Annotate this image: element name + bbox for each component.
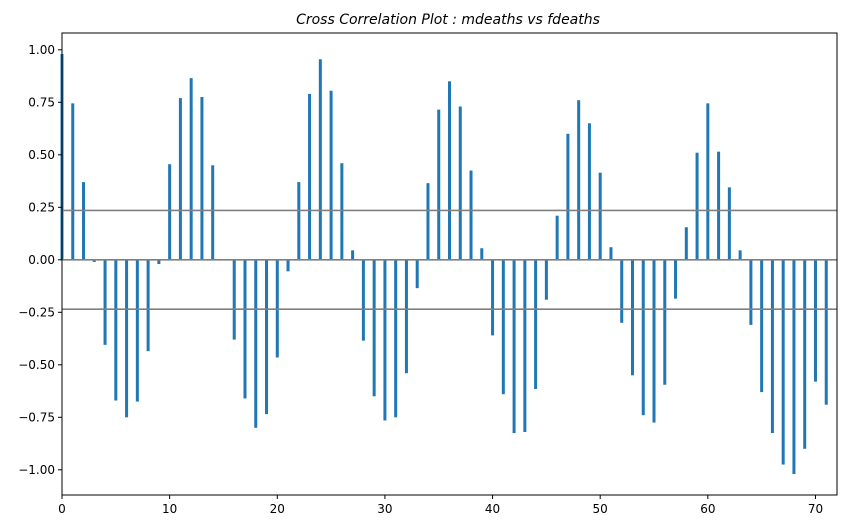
- y-tick-label: −0.75: [18, 410, 55, 424]
- bar-lag-70: [813, 259, 817, 382]
- bar-lag-58: [684, 227, 688, 260]
- bar-lag-52: [620, 259, 624, 323]
- bar-lag-61: [717, 151, 721, 260]
- bar-lag-71: [824, 259, 828, 405]
- confidence-lines-group: [62, 209, 837, 310]
- y-tick-label: −1.00: [18, 463, 55, 477]
- bar-lag-48: [577, 100, 581, 260]
- x-tick-label: 20: [270, 502, 285, 516]
- bar-lag-29: [372, 259, 376, 397]
- bar-lag-45: [544, 259, 548, 300]
- y-axis: 1.00 0.75 0.50 0.25 0.00 −0.25 −0.50 −0.75 −1.00: [18, 43, 62, 477]
- bar-lag-19: [265, 259, 269, 415]
- bar-lag-7: [135, 259, 139, 402]
- y-tick-label: 0.50: [28, 148, 55, 162]
- bar-lag-9: [157, 259, 161, 264]
- x-tick-label: 10: [162, 502, 177, 516]
- bar-lag-14: [211, 165, 215, 260]
- bar-lag-50: [598, 172, 602, 260]
- bar-lag-69: [803, 259, 807, 449]
- x-tick-label: 70: [808, 502, 823, 516]
- bar-lag-40: [491, 259, 495, 336]
- bar-lag-66: [770, 259, 774, 434]
- bar-lag-42: [512, 259, 516, 434]
- bar-lag-3: [92, 259, 96, 262]
- bar-lag-25: [329, 90, 333, 260]
- bars-group: [60, 54, 828, 474]
- bar-lag-49: [587, 123, 591, 260]
- bar-lag-64: [749, 259, 753, 325]
- bar-lag-38: [469, 170, 473, 260]
- bar-lag-6: [125, 259, 129, 418]
- plot-frame: [61, 32, 838, 496]
- bar-lag-34: [426, 183, 430, 260]
- bar-lag-41: [501, 259, 505, 395]
- bar-lag-16: [232, 259, 236, 340]
- bar-lag-28: [361, 259, 365, 341]
- bar-lag-36: [448, 81, 451, 260]
- y-tick-label: 0.00: [28, 253, 55, 267]
- bar-lag-63: [738, 250, 742, 260]
- bar-lag-32: [404, 259, 408, 374]
- bar-lag-51: [609, 247, 613, 260]
- bar-lag-35: [437, 109, 441, 260]
- bar-lag-23: [308, 93, 312, 260]
- bar-lag-37: [458, 106, 462, 260]
- bar-lag-22: [297, 182, 301, 260]
- bar-lag-31: [394, 259, 398, 418]
- bar-lag-43: [523, 259, 527, 432]
- bar-lag-67: [781, 259, 785, 465]
- y-tick-label: −0.50: [18, 358, 55, 372]
- bar-lag-68: [792, 259, 796, 474]
- bar-lag-5: [114, 259, 118, 401]
- bar-lag-59: [695, 152, 699, 260]
- chart-title: Cross Correlation Plot : mdeaths vs fdea…: [296, 12, 600, 28]
- bar-lag-54: [641, 259, 645, 416]
- bar-lag-57: [674, 259, 678, 299]
- bar-lag-44: [534, 259, 538, 389]
- bar-lag-21: [286, 259, 290, 272]
- bar-lag-65: [760, 259, 764, 393]
- bar-lag-18: [254, 259, 258, 428]
- x-axis: 0 10 20 30 40 50 60 70: [58, 495, 823, 516]
- bar-lag-27: [351, 250, 355, 260]
- bar-lag-55: [652, 259, 656, 423]
- y-tick-label: 1.00: [28, 43, 55, 57]
- bar-lag-10: [168, 164, 172, 260]
- x-tick-label: 30: [377, 502, 392, 516]
- x-tick-label: 40: [485, 502, 500, 516]
- y-tick-label: 0.75: [28, 95, 55, 109]
- bar-lag-39: [480, 248, 484, 260]
- bar-lag-24: [318, 59, 322, 260]
- bar-lag-62: [727, 187, 731, 260]
- bar-lag-13: [200, 97, 204, 260]
- bar-lag-17: [243, 259, 247, 399]
- bar-lag-2: [82, 182, 86, 260]
- bar-lag-60: [706, 103, 710, 260]
- bar-lag-8: [146, 259, 150, 352]
- bar-lag-1: [71, 103, 75, 260]
- x-tick-label: 50: [593, 502, 608, 516]
- bar-lag-53: [630, 259, 634, 376]
- y-tick-label: 0.25: [28, 200, 55, 214]
- bar-lag-47: [566, 133, 570, 260]
- bar-lag-33: [415, 259, 419, 289]
- bar-lag-12: [189, 78, 193, 260]
- bar-lag-46: [555, 215, 559, 260]
- bar-lag-11: [178, 98, 182, 260]
- x-tick-label: 60: [700, 502, 715, 516]
- x-tick-label: 0: [58, 502, 66, 516]
- y-tick-label: −0.25: [18, 305, 55, 319]
- bar-lag-4: [103, 259, 107, 345]
- bar-lag-26: [340, 163, 344, 260]
- bar-lag-56: [663, 259, 667, 385]
- bar-lag-30: [383, 259, 387, 421]
